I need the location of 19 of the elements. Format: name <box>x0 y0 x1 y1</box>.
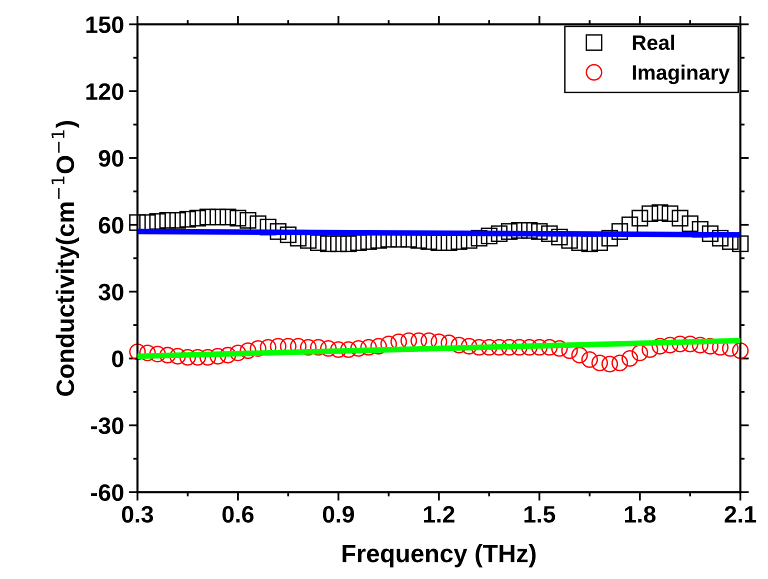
y-tick-label: 90 <box>98 150 124 167</box>
y-tick-label: 150 <box>86 16 124 34</box>
y-tick-label: -60 <box>91 484 124 501</box>
y-tick-label: 0 <box>112 350 124 368</box>
y-tick-label: -30 <box>91 417 124 434</box>
x-tick-label: 0.3 <box>122 506 154 523</box>
legend-label: Imaginary <box>632 64 730 84</box>
x-tick-label: 2.1 <box>724 506 756 522</box>
x-tick-label: 1.5 <box>524 506 556 523</box>
y-tick-label: 60 <box>98 216 124 234</box>
legend-label: Real <box>632 34 674 50</box>
y-axis-title: Conductivity(cm$^{−1}$O$^{−1}$) <box>52 121 80 396</box>
x-tick-label: 0.6 <box>222 506 254 523</box>
y-tick-label: 120 <box>86 83 124 100</box>
y-tick-label: 30 <box>98 284 124 300</box>
x-tick-label: 1.2 <box>424 506 454 522</box>
x-axis-title: Frequency (THz) <box>342 544 536 568</box>
x-tick-label: 1.8 <box>624 506 656 523</box>
x-tick-label: 0.9 <box>322 506 354 523</box>
